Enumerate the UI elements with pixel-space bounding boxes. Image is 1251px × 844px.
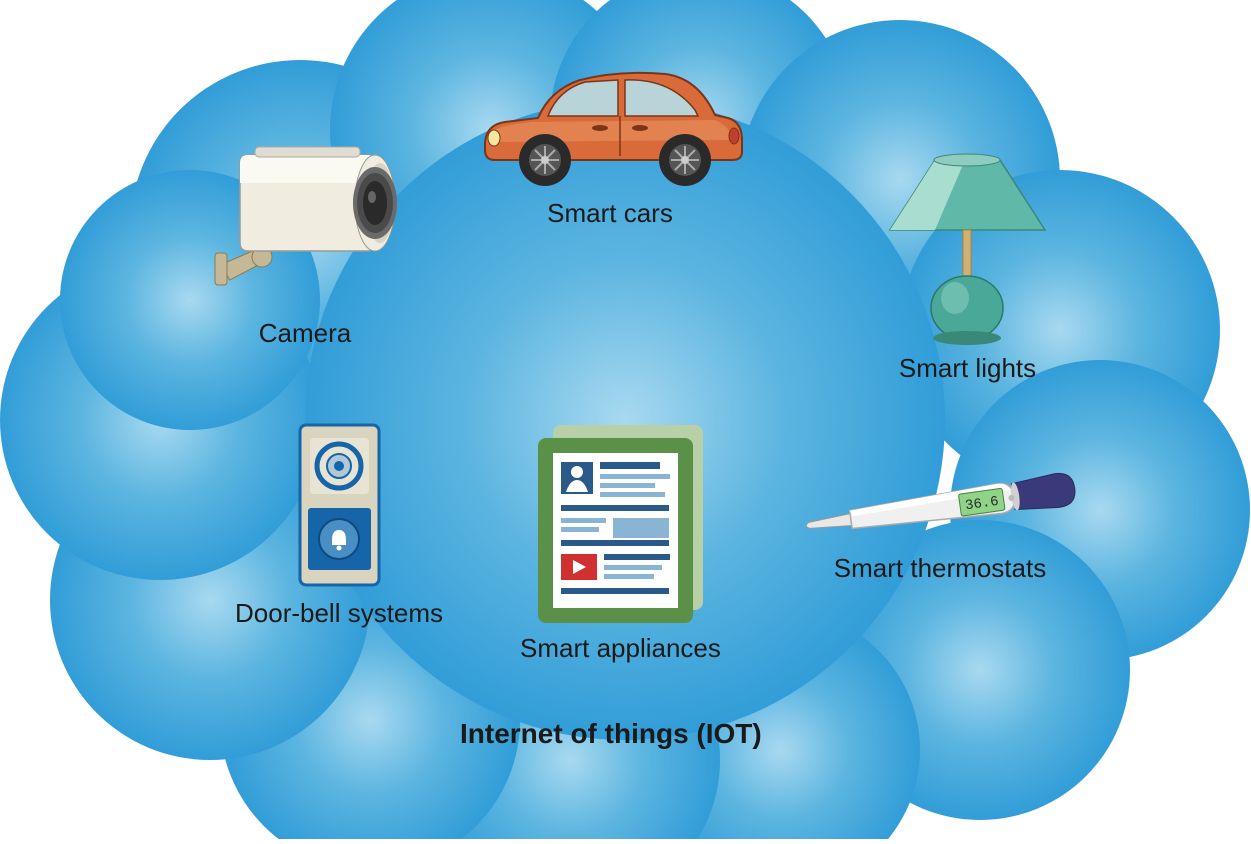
item-camera: Camera [200, 135, 410, 349]
lamp-icon [880, 150, 1055, 345]
doorbell-icon [292, 420, 387, 590]
doorbell-label: Door-bell systems [235, 598, 443, 629]
item-doorbell: Door-bell systems [235, 420, 443, 629]
camera-label: Camera [259, 318, 351, 349]
tablet-icon [528, 420, 713, 625]
thermometer-icon: 36.6 [800, 470, 1080, 545]
item-smart-thermostats: 36.6 Smart thermostats [800, 470, 1080, 584]
item-smart-appliances: Smart appliances [520, 420, 721, 664]
smart-thermostats-label: Smart thermostats [834, 553, 1046, 584]
camera-icon [200, 135, 410, 310]
smart-lights-label: Smart lights [899, 353, 1036, 384]
smart-cars-label: Smart cars [547, 198, 673, 229]
diagram-title: Internet of things (IOT) [460, 718, 762, 750]
smart-appliances-label: Smart appliances [520, 633, 721, 664]
iot-cloud-diagram: Camera [0, 0, 1251, 839]
car-icon [470, 60, 750, 190]
item-smart-cars: Smart cars [470, 60, 750, 229]
item-smart-lights: Smart lights [880, 150, 1055, 384]
